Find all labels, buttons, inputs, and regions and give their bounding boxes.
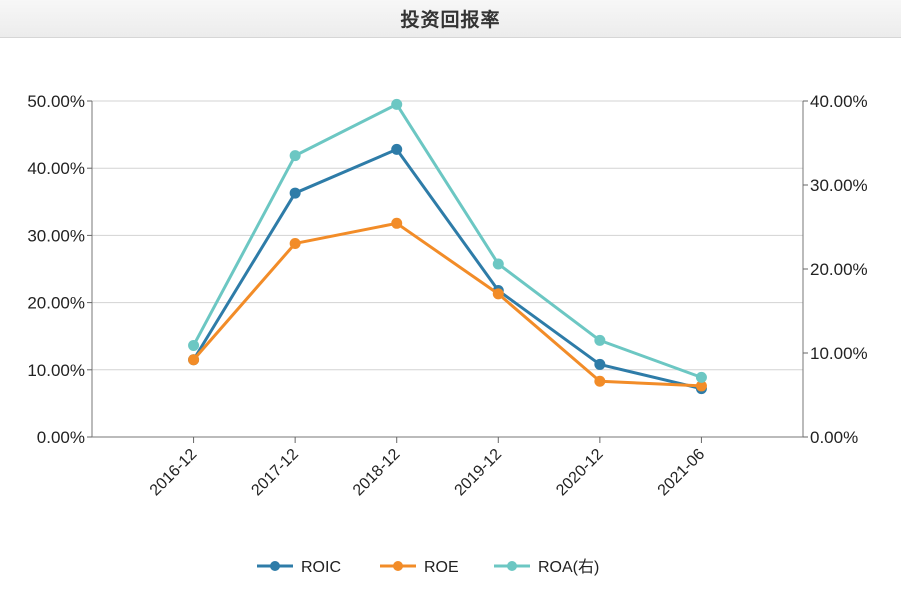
legend-label: ROE — [424, 559, 459, 576]
legend-marker — [270, 561, 280, 571]
data-point — [594, 334, 606, 346]
data-point — [492, 288, 504, 300]
x-tick-label: 2021-06 — [655, 446, 709, 500]
data-point — [391, 143, 403, 155]
series-line-roe — [192, 221, 702, 388]
left-tick-label: 20.00% — [27, 294, 85, 313]
legend-marker — [393, 561, 403, 571]
grid-lines — [92, 100, 803, 371]
x-tick-label: 2019-12 — [452, 446, 506, 500]
data-point — [289, 237, 301, 249]
left-tick-label: 40.00% — [27, 159, 85, 178]
right-axis-ticks: 0.00% 10.00% 20.00% 30.00% 40.00% — [803, 92, 868, 447]
data-point — [695, 371, 707, 383]
x-tick-label: 2018-12 — [350, 446, 404, 500]
chart-header: 投资回报率 — [0, 0, 901, 38]
legend[interactable]: ROIC ROE ROA(右) — [257, 558, 599, 576]
data-point — [188, 339, 200, 351]
legend-item[interactable]: ROE — [380, 559, 459, 576]
data-point — [391, 98, 403, 110]
left-tick-label: 30.00% — [27, 226, 85, 245]
data-point — [391, 217, 403, 229]
left-tick-label: 0.00% — [37, 428, 85, 447]
legend-item[interactable]: ROIC — [257, 559, 341, 576]
data-point — [188, 354, 200, 366]
data-point — [695, 380, 707, 392]
data-point — [594, 375, 606, 387]
legend-label: ROA(右) — [538, 558, 599, 576]
right-tick-label: 20.00% — [810, 260, 868, 279]
legend-item[interactable]: ROA(右) — [494, 558, 599, 576]
right-tick-label: 40.00% — [810, 92, 868, 111]
data-point — [289, 150, 301, 162]
right-tick-label: 0.00% — [810, 428, 858, 447]
left-tick-label: 50.00% — [27, 92, 85, 111]
series-line-roic — [192, 147, 702, 391]
legend-label: ROIC — [301, 559, 341, 576]
data-point — [492, 258, 504, 270]
left-tick-label: 10.00% — [27, 361, 85, 380]
x-axis-ticks: 2016-12 2017-12 2018-12 2019-12 2020-12 2021-… — [147, 437, 708, 499]
x-tick-label: 2016-12 — [147, 446, 201, 500]
series-line-roa — [192, 102, 702, 379]
legend-marker — [507, 561, 517, 571]
data-point — [594, 358, 606, 370]
right-tick-label: 10.00% — [810, 344, 868, 363]
chart-title: 投资回报率 — [400, 10, 501, 31]
data-point — [289, 187, 301, 199]
left-axis-ticks: 0.00% 10.00% 20.00% 30.00% 40.00% 50.00% — [27, 92, 92, 447]
x-tick-label: 2020-12 — [553, 446, 607, 500]
right-tick-label: 30.00% — [810, 176, 868, 195]
series-group — [188, 98, 707, 395]
x-tick-label: 2017-12 — [248, 446, 302, 500]
